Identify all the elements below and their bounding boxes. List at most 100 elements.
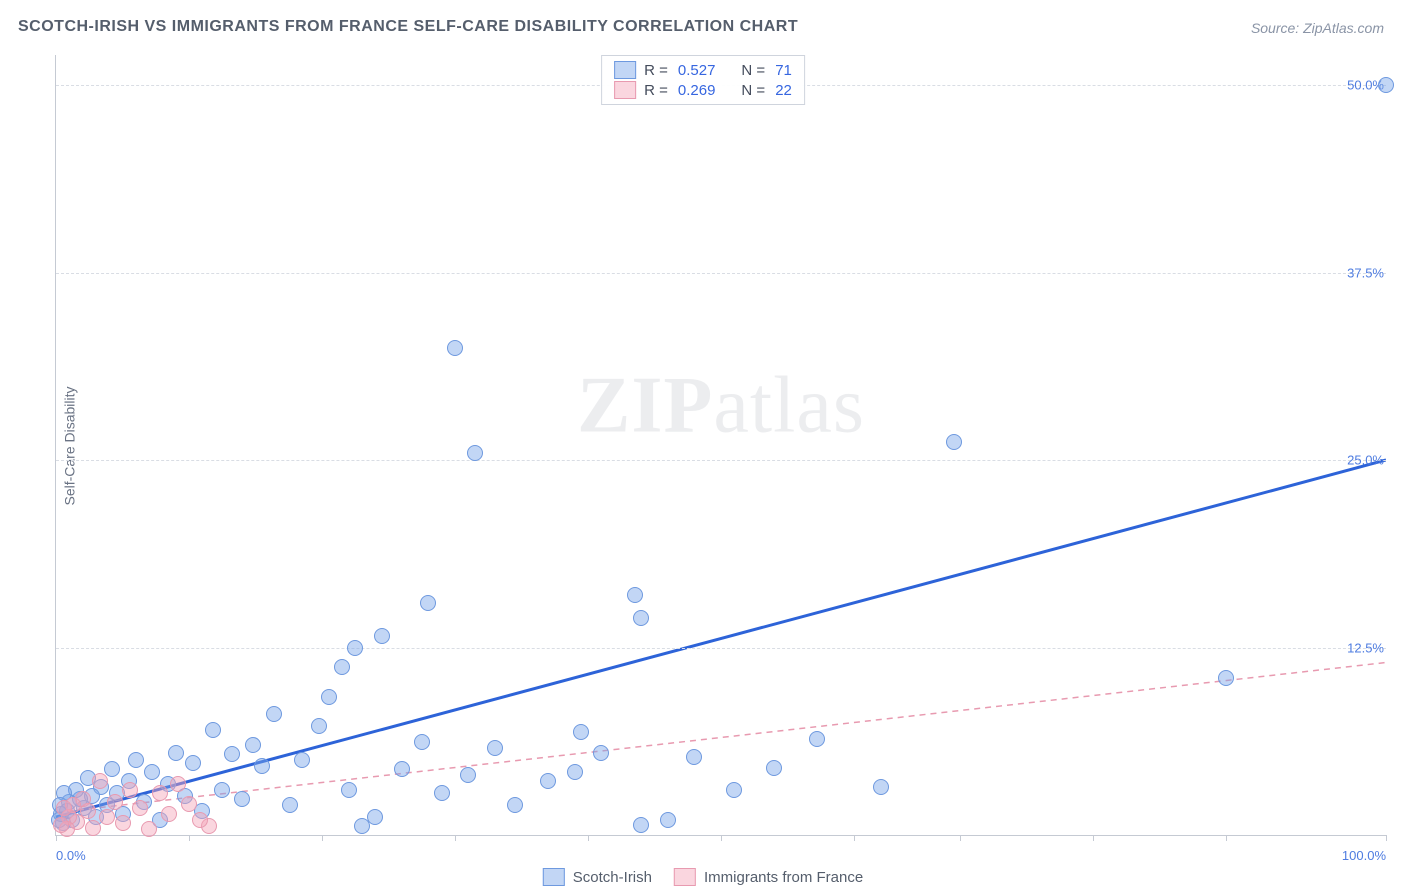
x-tick (56, 835, 57, 841)
data-point (161, 806, 177, 822)
legend-swatch (543, 868, 565, 886)
r-value: 0.527 (678, 62, 716, 79)
data-point (946, 434, 962, 450)
data-point (593, 745, 609, 761)
x-tick (455, 835, 456, 841)
data-point (507, 797, 523, 813)
y-tick-label: 12.5% (1347, 640, 1388, 655)
data-point (321, 689, 337, 705)
n-label: N = (741, 62, 765, 79)
data-point (1218, 670, 1234, 686)
scatter-plot-area: ZIPatlas 12.5%25.0%37.5%50.0%0.0%100.0% (55, 55, 1386, 836)
data-point (53, 817, 69, 833)
data-point (420, 595, 436, 611)
gridline (56, 460, 1386, 461)
trend-lines (56, 55, 1386, 835)
data-point (85, 820, 101, 836)
data-point (487, 740, 503, 756)
y-tick-label: 25.0% (1347, 453, 1388, 468)
x-tick (588, 835, 589, 841)
r-label: R = (644, 62, 668, 79)
legend-swatch (674, 868, 696, 886)
data-point (467, 445, 483, 461)
x-tick-label: 0.0% (56, 848, 86, 863)
r-value: 0.269 (678, 82, 716, 99)
data-point (99, 809, 115, 825)
data-point (660, 812, 676, 828)
data-point (141, 821, 157, 837)
data-point (205, 722, 221, 738)
data-point (394, 761, 410, 777)
x-tick (1386, 835, 1387, 841)
data-point (873, 779, 889, 795)
legend-item: Scotch-Irish (543, 868, 652, 886)
n-value: 71 (775, 62, 792, 79)
x-tick-label: 100.0% (1342, 848, 1386, 863)
data-point (414, 734, 430, 750)
data-point (214, 782, 230, 798)
data-point (434, 785, 450, 801)
data-point (107, 794, 123, 810)
y-tick-label: 37.5% (1347, 265, 1388, 280)
data-point (245, 737, 261, 753)
x-tick (189, 835, 190, 841)
data-point (181, 796, 197, 812)
data-point (726, 782, 742, 798)
data-point (234, 791, 250, 807)
data-point (294, 752, 310, 768)
data-point (573, 724, 589, 740)
x-tick (1093, 835, 1094, 841)
legend-item: Immigrants from France (674, 868, 863, 886)
data-point (152, 785, 168, 801)
data-point (374, 628, 390, 644)
data-point (254, 758, 270, 774)
data-point (311, 718, 327, 734)
data-point (540, 773, 556, 789)
data-point (132, 800, 148, 816)
r-label: R = (644, 82, 668, 99)
data-point (447, 340, 463, 356)
data-point (224, 746, 240, 762)
x-tick (721, 835, 722, 841)
data-point (282, 797, 298, 813)
x-tick (854, 835, 855, 841)
legend-row: R =0.269N =22 (614, 80, 792, 100)
data-point (56, 800, 72, 816)
chart-title: SCOTCH-IRISH VS IMMIGRANTS FROM FRANCE S… (18, 18, 798, 36)
legend-label: Scotch-Irish (573, 869, 652, 886)
x-tick (960, 835, 961, 841)
data-point (334, 659, 350, 675)
data-point (170, 776, 186, 792)
data-point (633, 817, 649, 833)
data-point (367, 809, 383, 825)
data-point (341, 782, 357, 798)
legend-label: Immigrants from France (704, 869, 863, 886)
x-tick (322, 835, 323, 841)
data-point (92, 773, 108, 789)
data-point (128, 752, 144, 768)
watermark: ZIPatlas (577, 361, 865, 452)
series-legend: Scotch-Irish Immigrants from France (543, 868, 863, 886)
data-point (122, 782, 138, 798)
data-point (185, 755, 201, 771)
data-point (347, 640, 363, 656)
legend-swatch (614, 61, 636, 79)
data-point (686, 749, 702, 765)
data-point (144, 764, 160, 780)
legend-swatch (614, 81, 636, 99)
data-point (460, 767, 476, 783)
data-point (1378, 77, 1394, 93)
n-value: 22 (775, 82, 792, 99)
data-point (633, 610, 649, 626)
gridline (56, 648, 1386, 649)
data-point (168, 745, 184, 761)
data-point (115, 815, 131, 831)
legend-row: R = 0.527 N = 71 (614, 60, 792, 80)
data-point (567, 764, 583, 780)
x-tick (1226, 835, 1227, 841)
data-point (627, 587, 643, 603)
data-point (104, 761, 120, 777)
data-point (809, 731, 825, 747)
data-point (192, 812, 208, 828)
source-attribution: Source: ZipAtlas.com (1251, 20, 1384, 36)
